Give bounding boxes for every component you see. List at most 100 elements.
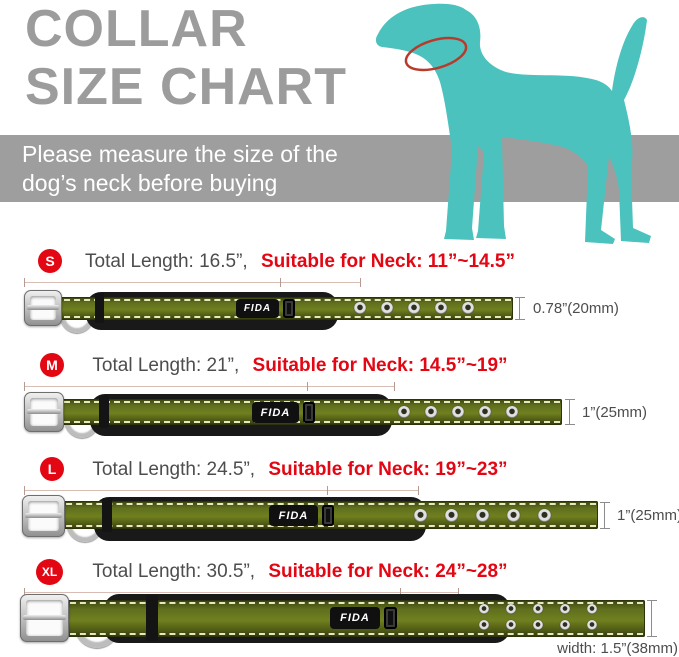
eyelet-icon: [435, 302, 447, 314]
measure-tick: [307, 382, 308, 391]
collar-keeper: [102, 498, 112, 532]
measure-tick: [24, 382, 25, 391]
neck-range-text: Suitable for Neck: 24”~28”: [268, 561, 508, 582]
brand-label-loop: [303, 402, 315, 423]
collar-buckle-icon: [24, 392, 64, 432]
size-badge: M: [40, 353, 64, 377]
brand-label-loop: [322, 505, 334, 526]
measure-tick: [280, 278, 281, 287]
eyelet-icon: [398, 406, 410, 418]
dog-collar-ring-icon: [404, 36, 468, 72]
eyelet-icon: [587, 620, 597, 630]
brand-label-loop: [283, 299, 295, 318]
eyelet-row: [479, 620, 597, 630]
width-bracket: [647, 600, 657, 637]
eyelet-icon: [479, 604, 489, 614]
dog-body-shape: [375, 3, 651, 244]
measure-tick: [458, 588, 459, 597]
brand-label: FIDA: [330, 607, 380, 629]
dog-silhouette: [375, 3, 651, 244]
width-bracket: [515, 297, 525, 320]
size-spec: Total Length: 30.5”, Suitable for Neck: …: [60, 560, 540, 584]
measure-tick: [394, 382, 395, 391]
eyelet-icon: [538, 509, 551, 522]
measure-tick: [400, 588, 401, 597]
width-bracket: [600, 502, 610, 529]
collar-buckle-icon: [24, 290, 62, 326]
eyelet-icon: [507, 509, 520, 522]
eyelet-icon: [533, 620, 543, 630]
measure-tick: [327, 486, 328, 495]
measure-line: [24, 588, 459, 597]
neck-range-text: Suitable for Neck: 11”~14.5”: [260, 251, 515, 272]
size-spec: Total Length: 21”, Suitable for Neck: 14…: [60, 354, 540, 378]
eyelet-icon: [533, 604, 543, 614]
eyelet-icon: [452, 406, 464, 418]
measure-tick: [24, 486, 25, 495]
neck-range-text: Suitable for Neck: 19”~23”: [268, 459, 508, 480]
size-spec: Total Length: 24.5”, Suitable for Neck: …: [60, 458, 540, 482]
collar-keeper: [146, 595, 158, 641]
width-label: 1”(25mm): [582, 404, 648, 421]
width-label: width: 1.5”(38mm): [557, 640, 678, 657]
eyelet-row: [354, 302, 474, 314]
eyelet-icon: [425, 406, 437, 418]
measure-tick: [360, 278, 361, 287]
eyelet-icon: [381, 302, 393, 314]
width-label: 0.78”(20mm): [533, 300, 619, 317]
width-bracket: [565, 399, 575, 425]
measure-line: [24, 382, 395, 391]
notice-line-1: Please measure the size of the: [22, 141, 338, 167]
eyelet-icon: [506, 406, 518, 418]
eyelet-icon: [476, 509, 489, 522]
eyelet-row: [414, 509, 551, 522]
notice-line-2: dog’s neck before buying: [22, 170, 278, 196]
total-length-text: Total Length: 21”,: [92, 355, 240, 376]
eyelet-icon: [354, 302, 366, 314]
eyelet-icon: [506, 604, 516, 614]
brand-label: FIDA: [236, 299, 279, 318]
collar-keeper: [95, 293, 104, 323]
title-line-1: COLLAR: [25, 0, 248, 58]
eyelet-row: [398, 406, 518, 418]
neck-range-text: Suitable for Neck: 14.5”~19”: [252, 355, 508, 376]
stitch-lines: [60, 602, 643, 635]
eyelet-icon: [462, 302, 474, 314]
measure-tick: [24, 278, 25, 287]
collar-strap: [52, 297, 513, 320]
eyelet-icon: [506, 620, 516, 630]
stitch-lines: [54, 299, 511, 318]
collar-buckle-icon: [20, 594, 69, 642]
notice-text: Please measure the size of the dog’s nec…: [22, 140, 338, 198]
brand-label: FIDA: [252, 402, 299, 423]
title-line-2: SIZE CHART: [25, 58, 347, 116]
eyelet-icon: [560, 620, 570, 630]
collar-buckle-icon: [22, 495, 65, 537]
measure-tick: [418, 486, 419, 495]
stitch-lines: [56, 503, 596, 527]
eyelet-icon: [479, 406, 491, 418]
eyelet-icon: [408, 302, 420, 314]
size-spec: Total Length: 16.5”, Suitable for Neck: …: [60, 250, 540, 274]
brand-label-loop: [384, 607, 397, 629]
eyelet-icon: [414, 509, 427, 522]
size-badge: XL: [36, 559, 63, 585]
measure-tick: [24, 588, 25, 597]
size-badge: L: [40, 457, 64, 481]
eyelet-icon: [479, 620, 489, 630]
collar-keeper: [99, 395, 109, 428]
eyelet-icon: [445, 509, 458, 522]
measure-line: [24, 486, 419, 495]
measure-line: [24, 278, 361, 287]
page-title: COLLAR SIZE CHART: [25, 0, 347, 116]
total-length-text: Total Length: 24.5”,: [92, 459, 256, 480]
size-badge: S: [38, 249, 62, 273]
total-length-text: Total Length: 16.5”,: [85, 251, 248, 272]
eyelet-icon: [587, 604, 597, 614]
total-length-text: Total Length: 30.5”,: [92, 561, 256, 582]
width-label: 1”(25mm): [617, 507, 679, 524]
brand-label: FIDA: [269, 505, 318, 526]
eyelet-row: [479, 604, 597, 614]
eyelet-icon: [560, 604, 570, 614]
